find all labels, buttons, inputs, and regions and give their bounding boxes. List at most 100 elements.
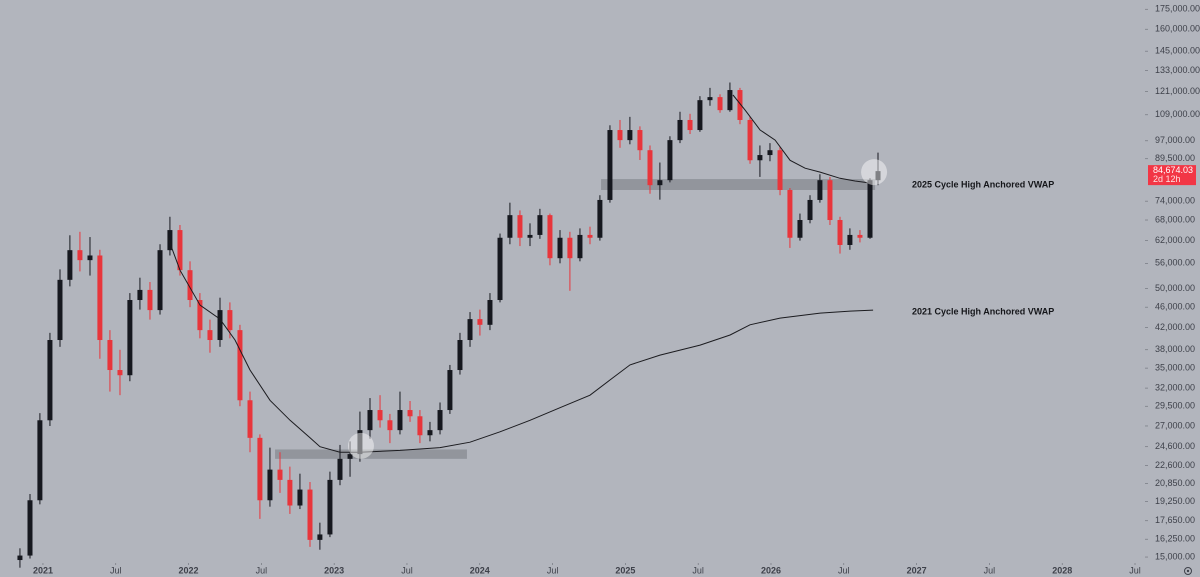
candle-body (97, 255, 103, 341)
candle-body (377, 410, 383, 421)
candle-body (157, 250, 163, 311)
candle-body (67, 250, 73, 280)
y-tick-label: 62,000.00 (1155, 235, 1195, 245)
x-tick-label: Jul (984, 565, 996, 575)
candle-body (727, 90, 733, 111)
vwap-line (167, 237, 874, 453)
candle-body (587, 234, 593, 238)
candle-body (627, 130, 633, 141)
x-tick-label: Jul (1129, 565, 1141, 575)
y-tick-label: 17,650.00 (1155, 515, 1195, 525)
x-tick-label: Jul (838, 565, 850, 575)
candle-body (697, 100, 703, 131)
y-tick-label: 16,250.00 (1155, 534, 1195, 544)
candle-body (217, 310, 223, 341)
x-tick-label: 2021 (33, 565, 53, 575)
y-tick-label: 35,000.00 (1155, 362, 1195, 372)
candle-body (297, 489, 303, 506)
x-tick-label: 2026 (761, 565, 781, 575)
y-tick-label: 15,000.00 (1155, 551, 1195, 561)
candle-body (447, 370, 453, 411)
candle-body (17, 555, 23, 561)
y-tick-label: 20,850.00 (1155, 478, 1195, 488)
candle-body (37, 420, 43, 501)
candle-body (747, 119, 753, 161)
highlight-circle (861, 159, 888, 186)
candle-body (187, 270, 193, 301)
countdown-label: 2d 12h (1153, 174, 1181, 184)
x-tick-label: Jul (401, 565, 413, 575)
candle-body (387, 420, 393, 431)
y-tick-label: 121,000.00 (1155, 86, 1200, 96)
last-price-label: 84,674.03 (1153, 165, 1193, 175)
candle-body (667, 140, 673, 181)
candle-body (107, 340, 113, 371)
candle-body (677, 119, 683, 141)
candle-body (197, 300, 203, 331)
candle-body (707, 97, 713, 101)
y-tick-label: 46,000.00 (1155, 302, 1195, 312)
candle-body (477, 319, 483, 325)
y-tick-label: 27,000.00 (1155, 420, 1195, 430)
candle-body (557, 237, 563, 259)
y-tick-label: 89,500.00 (1155, 153, 1195, 163)
candle-body (597, 199, 603, 238)
candle-body (147, 289, 153, 311)
vwap-line (732, 94, 873, 184)
candle-body (547, 215, 553, 259)
candle-body (807, 199, 813, 221)
candle-body (467, 319, 473, 341)
candle-body (537, 215, 543, 235)
y-tick-label: 160,000.00 (1155, 24, 1200, 34)
y-tick-label: 109,000.00 (1155, 109, 1200, 119)
x-tick-label: 2025 (615, 565, 635, 575)
x-tick-label: 2024 (470, 565, 490, 575)
candle-body (177, 230, 183, 271)
candle-body (777, 150, 783, 190)
candle-body (57, 279, 63, 341)
candle-body (167, 230, 173, 251)
candle-body (317, 534, 323, 540)
highlight-circle (347, 432, 374, 459)
candle-body (607, 130, 613, 200)
candle-body (797, 220, 803, 238)
zone (601, 179, 876, 190)
settings-icon-ring[interactable] (1184, 567, 1192, 575)
candle-body (717, 97, 723, 111)
candle-body (687, 119, 693, 131)
y-tick-label: 19,250.00 (1155, 496, 1195, 506)
y-tick-label: 175,000.00 (1155, 4, 1200, 14)
candle-body (517, 215, 523, 238)
candle-body (875, 171, 881, 181)
y-tick-label: 56,000.00 (1155, 258, 1195, 268)
candle-body (737, 90, 743, 120)
y-tick-label: 22,600.00 (1155, 460, 1195, 470)
candle-body (87, 255, 93, 261)
settings-icon-dot[interactable] (1186, 569, 1190, 573)
candle-body (817, 180, 823, 200)
candle-body (567, 237, 573, 259)
candle-body (857, 234, 863, 238)
candle-body (497, 237, 503, 301)
candle-body (127, 300, 133, 376)
candle-body (487, 300, 493, 325)
candle-body (357, 430, 363, 455)
settings-icon[interactable] (1184, 567, 1192, 575)
candle-body (347, 454, 353, 459)
candle-body (757, 155, 763, 161)
candle-body (267, 469, 273, 501)
candle-body (47, 340, 53, 421)
candle-body (617, 130, 623, 141)
candle-body (767, 150, 773, 156)
candle-body (427, 430, 433, 436)
candle-body (307, 489, 313, 540)
y-tick-label: 38,000.00 (1155, 344, 1195, 354)
y-tick-label: 145,000.00 (1155, 46, 1200, 56)
candle-body (247, 400, 253, 438)
y-tick-label: 24,600.00 (1155, 441, 1195, 451)
candle-body (77, 250, 83, 261)
candle-body (637, 130, 643, 151)
candle-body (277, 469, 283, 480)
